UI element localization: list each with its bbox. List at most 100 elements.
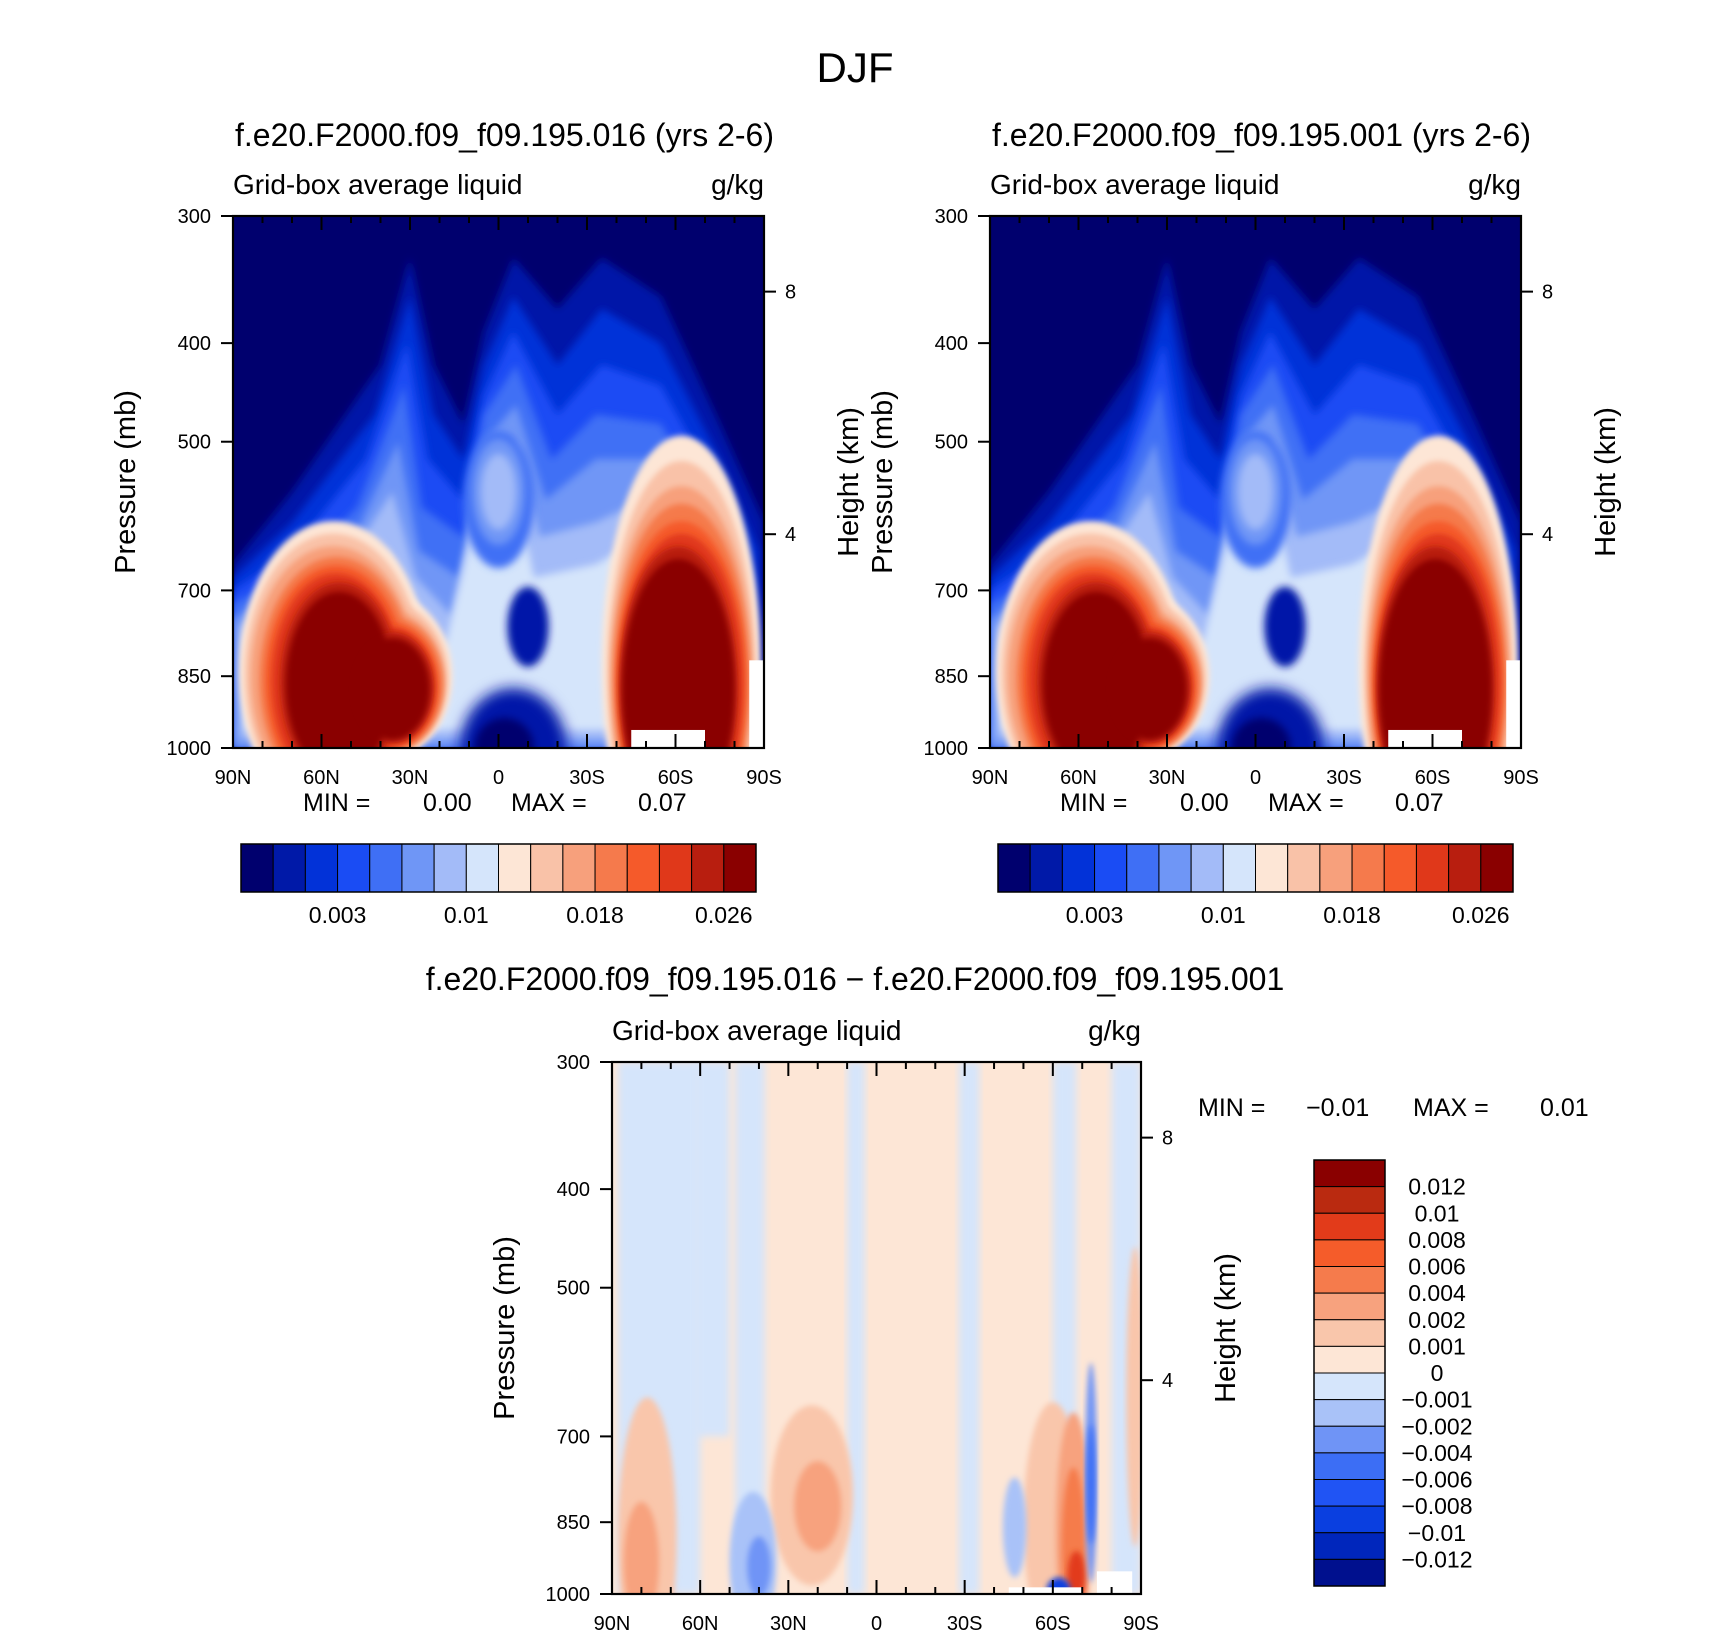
max-label: MAX = [1413, 1094, 1489, 1122]
colorbar-swatch [498, 843, 532, 893]
colorbar-swatch [1313, 1425, 1386, 1454]
colorbar-swatch [1383, 843, 1417, 893]
units-label: g/kg [1468, 169, 1521, 200]
y2-tick-label: 4 [1162, 1370, 1173, 1392]
colorbar-swatch [1313, 1452, 1386, 1480]
colorbar-swatch [1415, 843, 1450, 893]
y2-axis-title: Height (km) [1210, 1253, 1242, 1403]
contour-level [1112, 638, 1187, 740]
contour-level [847, 1062, 865, 1594]
y-tick-label: 850 [935, 666, 968, 688]
y-axis-title: Pressure (mb) [110, 390, 142, 574]
contour-level [474, 718, 534, 748]
contour-level [355, 638, 430, 740]
colorbar-swatch [433, 843, 467, 893]
colorbar-swatch [1158, 843, 1192, 893]
x-tick-label: 60N [1060, 767, 1097, 789]
panel-016: 90N 60N 30N 0 30S 60S 90S 300 400 500 700 850 1000 8 4… [110, 117, 865, 928]
colorbar-label: −0.008 [1402, 1493, 1473, 1519]
y-tick-label: 700 [178, 580, 211, 602]
y-tick-label: 1000 [924, 738, 969, 760]
colorbar-swatch [1313, 1399, 1386, 1427]
y2-tick-label: 4 [1542, 524, 1553, 546]
contour-level [623, 1501, 660, 1594]
y-tick-label: 300 [935, 206, 968, 228]
figure-title: DJF [817, 44, 894, 91]
contour-level [694, 1062, 730, 1437]
min-value: 0.00 [423, 789, 472, 817]
y-tick-label: 300 [178, 206, 211, 228]
contour-level [1067, 1550, 1086, 1594]
x-tick-label: 30N [1149, 767, 1186, 789]
colorbar-swatch [1351, 843, 1385, 893]
x-tick-label: 0 [1250, 767, 1261, 789]
max-value: 0.07 [638, 789, 687, 817]
units-label: g/kg [711, 169, 764, 200]
colorbar-swatch [562, 843, 596, 893]
y-axis-title: Pressure (mb) [489, 1236, 521, 1420]
contour-level [480, 453, 517, 530]
colorbar-label: −0.01 [1408, 1520, 1466, 1546]
colorbar-swatch [272, 843, 306, 893]
contour-level [1379, 559, 1492, 748]
max-value: 0.07 [1395, 789, 1444, 817]
colorbar-swatch [1190, 843, 1224, 893]
colorbar-swatch [1480, 843, 1514, 893]
y-tick-label: 700 [935, 580, 968, 602]
y2-tick-label: 8 [1162, 1128, 1173, 1150]
colorbar-swatch [1319, 843, 1353, 893]
contour-field [233, 216, 764, 748]
y-tick-label: 1000 [546, 1584, 591, 1606]
colorbar-label: 0.003 [1066, 902, 1124, 928]
colorbar-swatch [1094, 843, 1128, 893]
y2-axis-title: Height (km) [1590, 407, 1622, 557]
colorbar-swatch [1313, 1212, 1386, 1241]
contour-level [622, 559, 735, 748]
colorbar-label: 0.026 [1452, 902, 1510, 928]
colorbar-label: 0.01 [1415, 1200, 1460, 1226]
max-label: MAX = [511, 789, 587, 817]
colorbar-swatch [997, 843, 1031, 893]
colorbar-swatch [530, 843, 564, 893]
colorbar-label: 0.018 [1323, 902, 1381, 928]
colorbar-label: −0.012 [1402, 1546, 1473, 1572]
x-tick-label: 90S [1123, 1613, 1159, 1635]
colorbar-swatch [1313, 1292, 1386, 1321]
colorbar-swatch [1313, 1345, 1386, 1374]
panel-title: f.e20.F2000.f09_f09.195.016 − f.e20.F200… [426, 961, 1285, 997]
panel-001: 90N 60N 30N 0 30S 60S 90S 300 400 500 700 850 1000 8 4… [867, 117, 1622, 928]
contour-level [1086, 1424, 1096, 1545]
y-axis-title: Pressure (mb) [867, 390, 899, 574]
colorbar-swatch [369, 843, 403, 893]
missing-data [1506, 660, 1521, 748]
x-tick-label: 90N [594, 1613, 631, 1635]
max-value: 0.01 [1540, 1094, 1589, 1122]
panel-difference: 90N 60N 30N 0 30S 60S 90S 300 400 500 700 850 1000 8 4… [426, 961, 1589, 1635]
y-tick-label: 700 [557, 1426, 590, 1448]
min-label: MIN = [303, 789, 370, 817]
y2-axis-title: Height (km) [833, 407, 865, 557]
colorbar-swatch [1313, 1239, 1386, 1267]
colorbar-swatch [1313, 1159, 1386, 1188]
x-tick-label: 30S [947, 1613, 983, 1635]
colorbar-swatch [304, 843, 339, 893]
variable-label: Grid-box average liquid [612, 1015, 902, 1046]
colorbar-swatch [1313, 1372, 1386, 1401]
contour-level [1237, 453, 1274, 530]
colorbar-label: 0.004 [1408, 1280, 1466, 1306]
y2-tick-label: 4 [785, 524, 796, 546]
colorbar-label: 0 [1431, 1360, 1444, 1386]
contour-level [1126, 1246, 1141, 1547]
colorbar-swatch [1029, 843, 1063, 893]
missing-data [1388, 729, 1462, 748]
colorbar-swatch [723, 843, 757, 893]
colorbar-swatch [240, 843, 274, 893]
panel-title: f.e20.F2000.f09_f09.195.016 (yrs 2-6) [235, 117, 774, 153]
missing-data [1008, 1587, 1083, 1594]
colorbar-label: 0.006 [1408, 1254, 1466, 1280]
x-tick-label: 60N [303, 767, 340, 789]
x-tick-label: 30S [569, 767, 605, 789]
colorbar-swatch [337, 843, 371, 893]
colorbar-label: 0.01 [444, 902, 489, 928]
colorbar-label: 0.026 [695, 902, 753, 928]
